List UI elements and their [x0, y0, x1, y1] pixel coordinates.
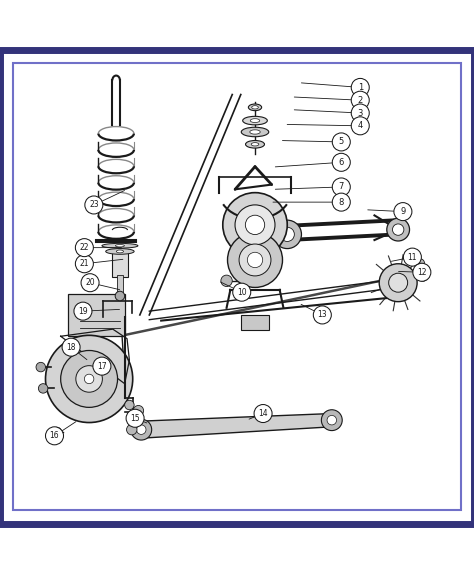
Circle shape: [126, 409, 144, 427]
Circle shape: [332, 193, 350, 211]
Text: 3: 3: [357, 108, 363, 117]
Circle shape: [125, 401, 134, 410]
Circle shape: [389, 273, 408, 292]
Circle shape: [46, 427, 64, 445]
Circle shape: [115, 291, 125, 301]
Text: 17: 17: [97, 362, 107, 371]
Text: 14: 14: [258, 409, 268, 418]
Circle shape: [273, 220, 301, 249]
Bar: [117, 274, 123, 296]
Text: 2: 2: [357, 96, 363, 105]
Circle shape: [75, 255, 93, 273]
Bar: [241, 315, 269, 330]
Circle shape: [414, 258, 425, 269]
Text: 19: 19: [78, 307, 88, 316]
Circle shape: [246, 215, 264, 234]
Circle shape: [351, 117, 369, 135]
Circle shape: [127, 425, 137, 435]
Circle shape: [81, 274, 99, 292]
Text: 18: 18: [66, 343, 76, 352]
Ellipse shape: [106, 249, 134, 254]
Circle shape: [75, 238, 93, 257]
Circle shape: [133, 406, 144, 416]
Circle shape: [387, 218, 410, 241]
Ellipse shape: [250, 130, 260, 134]
Text: 7: 7: [338, 182, 344, 191]
Circle shape: [61, 351, 118, 407]
Circle shape: [351, 104, 369, 122]
Circle shape: [403, 248, 421, 266]
Text: 9: 9: [400, 207, 406, 216]
Text: 11: 11: [408, 253, 417, 262]
Circle shape: [392, 224, 404, 236]
Circle shape: [379, 264, 417, 301]
Circle shape: [228, 233, 283, 288]
Circle shape: [223, 193, 287, 257]
Text: 15: 15: [130, 414, 140, 423]
Bar: [68, 293, 125, 336]
Circle shape: [332, 154, 350, 171]
Ellipse shape: [250, 119, 260, 123]
Circle shape: [235, 205, 275, 245]
Circle shape: [351, 79, 369, 96]
Circle shape: [418, 271, 428, 281]
Circle shape: [36, 362, 46, 372]
Circle shape: [38, 384, 48, 393]
Ellipse shape: [116, 250, 123, 253]
Circle shape: [280, 227, 294, 241]
Circle shape: [351, 91, 369, 109]
Ellipse shape: [251, 143, 259, 146]
Circle shape: [321, 410, 342, 430]
Circle shape: [247, 252, 263, 268]
Circle shape: [62, 338, 80, 356]
Polygon shape: [141, 414, 332, 438]
Bar: [112, 249, 128, 277]
Text: 1: 1: [357, 83, 363, 92]
Ellipse shape: [243, 116, 267, 125]
Circle shape: [239, 244, 271, 276]
Text: 5: 5: [338, 138, 344, 147]
Text: 22: 22: [80, 243, 89, 252]
Text: 23: 23: [89, 201, 99, 210]
Ellipse shape: [252, 105, 258, 109]
Ellipse shape: [246, 140, 264, 148]
Circle shape: [233, 283, 251, 301]
Circle shape: [327, 415, 337, 425]
Ellipse shape: [241, 127, 269, 137]
Circle shape: [84, 374, 94, 384]
Circle shape: [221, 275, 232, 286]
Circle shape: [46, 335, 133, 422]
Text: 10: 10: [237, 288, 246, 297]
Text: 20: 20: [85, 278, 95, 287]
Circle shape: [131, 419, 152, 440]
Circle shape: [332, 178, 350, 196]
Ellipse shape: [248, 104, 262, 111]
Circle shape: [313, 306, 331, 324]
Ellipse shape: [115, 245, 124, 247]
Circle shape: [254, 405, 272, 422]
Text: 12: 12: [417, 268, 427, 277]
Circle shape: [332, 133, 350, 151]
Circle shape: [76, 366, 102, 392]
Text: 13: 13: [318, 311, 327, 319]
Circle shape: [85, 196, 103, 214]
Circle shape: [394, 203, 412, 221]
Text: 8: 8: [338, 198, 344, 207]
Circle shape: [74, 302, 92, 320]
Circle shape: [52, 427, 62, 437]
Text: 16: 16: [50, 431, 59, 440]
Circle shape: [137, 425, 146, 434]
Circle shape: [93, 357, 111, 375]
Ellipse shape: [102, 244, 138, 248]
Circle shape: [413, 263, 431, 281]
Text: 6: 6: [338, 158, 344, 167]
Text: 4: 4: [357, 121, 363, 130]
Text: 21: 21: [80, 259, 89, 268]
